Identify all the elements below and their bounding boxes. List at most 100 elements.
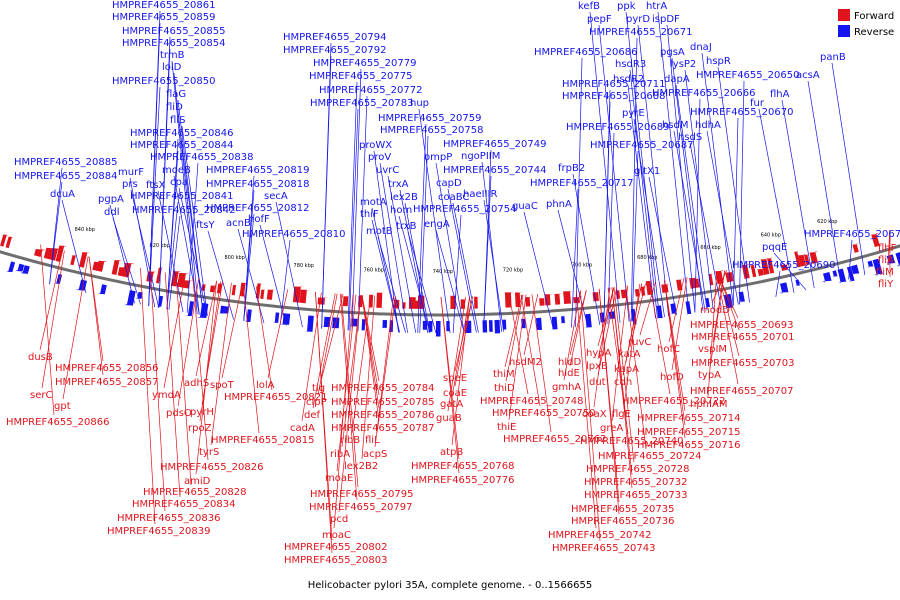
forward-label-connector — [569, 289, 587, 356]
forward-label-connector — [267, 289, 289, 379]
genome-backbone — [0, 244, 900, 317]
reverse-gene-label: HMPREF4655_20783 — [310, 98, 413, 109]
forward-label-connector — [41, 250, 65, 389]
forward-label-connector — [312, 293, 336, 409]
forward-gene-label: hsdM2 — [509, 357, 542, 368]
reverse-gene-label: hspR — [706, 56, 731, 67]
reverse-label-connector — [130, 189, 160, 308]
forward-gene-arrow — [725, 271, 736, 283]
reverse-gene-label: secA — [264, 191, 288, 202]
reverse-label-connector — [387, 175, 417, 333]
reverse-gene-label: HMPREF4655_20666 — [652, 88, 755, 99]
reverse-gene-arrow — [850, 264, 860, 275]
reverse-label-connector — [435, 229, 465, 333]
reverse-gene-label: proWX — [359, 140, 392, 151]
forward-label-connector — [607, 287, 629, 435]
reverse-label-connector — [848, 239, 853, 280]
reverse-label-connector — [112, 217, 141, 305]
reverse-gene-label: uvrC — [376, 165, 399, 176]
reverse-gene-label: HMPREF4655_20859 — [112, 12, 215, 23]
reverse-gene-label: murF — [118, 167, 144, 178]
forward-label-connector — [361, 295, 376, 460]
forward-label-connector — [664, 280, 686, 439]
scale-tick-label: 720 kbp — [503, 267, 523, 273]
forward-label-connector — [301, 292, 322, 422]
reverse-gene-label: HMPREF4655_20772 — [319, 85, 422, 96]
forward-label-connector — [175, 274, 192, 486]
scale-tick-label: 620 kbp — [817, 219, 837, 225]
forward-gene-arrow — [871, 233, 880, 248]
forward-gene-label: HMPREF4655_20716 — [637, 440, 740, 451]
reverse-gene-label: HMPREF4655_20759 — [378, 113, 481, 124]
reverse-gene-label: lex2B — [390, 192, 418, 203]
forward-gene-label: moaE — [325, 473, 353, 484]
reverse-label-connector — [633, 118, 665, 318]
reverse-label-connector — [371, 219, 400, 333]
reverse-label-connector — [178, 187, 208, 316]
forward-label-connector — [649, 282, 671, 395]
forward-gene-label: amiD — [184, 476, 211, 487]
reverse-gene-arrow — [185, 301, 195, 317]
forward-gene-arrow — [695, 278, 700, 288]
forward-gene-label: thiD — [494, 383, 515, 394]
forward-label-connector — [625, 285, 647, 450]
forward-gene-label: fliY — [878, 279, 894, 290]
forward-label-connector — [88, 256, 104, 376]
forward-label-connector — [315, 291, 333, 554]
forward-gene-label: HMPREF4655_20834 — [132, 499, 235, 510]
reverse-gene-arrow — [97, 284, 107, 295]
reverse-label-connector — [61, 199, 87, 293]
forward-label-connector — [374, 296, 394, 448]
legend-reverse-label: Reverse — [854, 27, 894, 38]
forward-gene-label: HMPREF4655_20707 — [690, 386, 793, 397]
forward-gene-label: adhS — [184, 378, 209, 389]
scale-tick-label: 820 kbp — [150, 243, 170, 249]
reverse-gene-label: hdhA — [695, 120, 721, 131]
reverse-label-connector — [49, 181, 63, 285]
forward-gene-label: HMPREF4655_20693 — [690, 320, 793, 331]
forward-label-connector — [199, 281, 221, 422]
reverse-label-connector — [694, 98, 701, 313]
reverse-gene-arrow — [320, 316, 331, 328]
forward-label-connector — [622, 283, 642, 376]
reverse-gene-label: dapA — [664, 74, 690, 85]
reverse-label-connector — [347, 81, 358, 331]
forward-gene-arrow — [96, 260, 107, 272]
forward-label-connector — [505, 294, 524, 382]
forward-label-connector — [333, 294, 354, 529]
forward-gene-label: katA — [618, 349, 641, 360]
reverse-label-connector — [673, 130, 706, 311]
forward-gene-arrow — [182, 280, 193, 289]
reverse-gene-arrow — [487, 320, 493, 332]
reverse-gene-arrow — [846, 266, 855, 282]
forward-gene-arrow — [376, 292, 385, 308]
scale-tick-label: 660 kbp — [700, 245, 720, 251]
forward-gene-arrow — [460, 299, 468, 309]
forward-gene-label: HMPREF4655_20828 — [143, 487, 246, 498]
reverse-gene-arrow — [360, 319, 366, 331]
reverse-label-connector — [377, 236, 406, 333]
forward-gene-label: thiM — [493, 369, 515, 380]
forward-label-connector — [320, 293, 344, 382]
forward-label-connector — [454, 296, 473, 387]
forward-gene-arrow — [0, 234, 9, 247]
forward-label-connector — [440, 296, 460, 474]
forward-gene-label: tyrS — [199, 447, 219, 458]
reverse-label-connector — [148, 86, 161, 306]
reverse-gene-label: HMPREF4655_20842 — [132, 205, 235, 216]
forward-gene-label: acpS — [363, 449, 387, 460]
reverse-label-connector — [675, 84, 708, 311]
forward-label-connector — [598, 288, 620, 515]
forward-gene-label: HMPREF4655_20768 — [411, 461, 514, 472]
reverse-label-connector — [629, 69, 658, 319]
forward-label-connector — [508, 294, 527, 421]
scale-tick-label: 780 kbp — [294, 263, 314, 269]
forward-label-connector — [580, 290, 601, 542]
forward-gene-label: moaC — [322, 530, 351, 541]
reverse-label-connector — [157, 190, 184, 313]
forward-gene-arrow — [504, 292, 514, 308]
reverse-gene-arrow — [519, 318, 526, 329]
reverse-gene-arrow — [492, 319, 501, 334]
reverse-label-connector — [168, 215, 181, 310]
